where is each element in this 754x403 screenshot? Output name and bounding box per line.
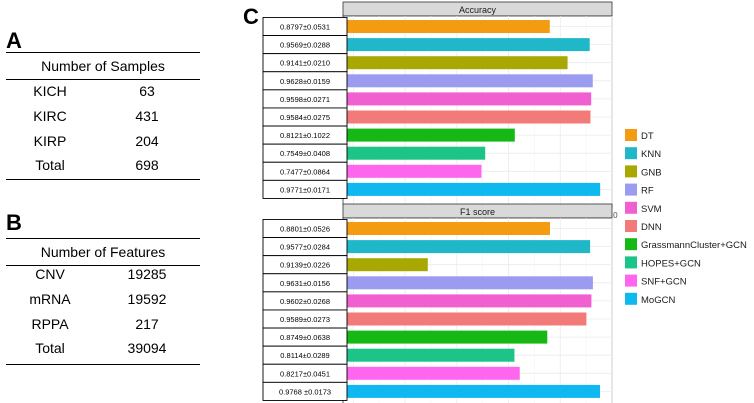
bar-gnb bbox=[343, 258, 428, 272]
value-label: 0.8797±0.0531 bbox=[280, 23, 330, 32]
value-label: 0.8801±0.0526 bbox=[280, 225, 330, 234]
table-header-rule bbox=[6, 265, 200, 266]
panel-label-b: B bbox=[6, 210, 22, 235]
value-label: 0.9598±0.0271 bbox=[280, 95, 330, 104]
panel-label-c: C bbox=[243, 4, 259, 29]
feature-type-label: Total bbox=[35, 340, 65, 356]
feature-count: 19285 bbox=[127, 266, 167, 282]
legend-key bbox=[625, 220, 637, 232]
facet-title: F1 score bbox=[460, 207, 495, 217]
bar-hopes-gcn bbox=[343, 348, 515, 362]
value-label: 0.9602±0.0268 bbox=[280, 297, 330, 306]
legend-label: KNN bbox=[641, 149, 661, 160]
sample-count: 431 bbox=[135, 108, 159, 124]
legend-key bbox=[625, 165, 637, 178]
bar-snf-gcn bbox=[343, 164, 482, 178]
panel-label-a: A bbox=[6, 28, 22, 53]
legend-key bbox=[625, 183, 637, 196]
bar-rf bbox=[343, 74, 593, 88]
value-label: 0.8121±0.1022 bbox=[280, 131, 330, 140]
legend-key bbox=[625, 292, 637, 305]
bar-dnn bbox=[343, 110, 591, 124]
bar-hopes-gcn bbox=[343, 146, 486, 160]
legend-label: RF bbox=[641, 186, 654, 197]
performance-chart: Accuracy 0.8797±0.0531 0.9569±0.0288 0.9141… bbox=[262, 1, 747, 403]
legend-key bbox=[625, 256, 637, 269]
bar-grassmanncluster-gcn bbox=[343, 128, 515, 142]
legend-key bbox=[625, 129, 637, 141]
value-label: 0.9141±0.0210 bbox=[280, 59, 330, 68]
legend-label: SNF+GCN bbox=[641, 277, 687, 288]
value-label: 0.9584±0.0275 bbox=[280, 113, 330, 122]
value-label-box bbox=[262, 179, 348, 199]
value-label: 0.9589±0.0273 bbox=[280, 315, 330, 324]
bar-dnn bbox=[343, 312, 587, 326]
feature-type-label: mRNA bbox=[29, 291, 71, 307]
legend-label: HOPES+GCN bbox=[641, 258, 701, 269]
legend-label: SVM bbox=[641, 204, 662, 215]
value-label: 0.7477±0.0864 bbox=[280, 167, 330, 176]
facet-title: Accuracy bbox=[459, 5, 497, 15]
table-top-rule bbox=[6, 238, 200, 239]
table-bottom-rule bbox=[6, 364, 200, 365]
feature-count: 19592 bbox=[127, 291, 167, 307]
legend-key bbox=[625, 201, 637, 214]
feature-count: 217 bbox=[135, 316, 159, 332]
bar-dt bbox=[343, 222, 550, 235]
legend-key bbox=[625, 147, 637, 160]
legend-label: MoGCN bbox=[641, 295, 675, 306]
table-header-rule bbox=[6, 79, 200, 80]
bar-snf-gcn bbox=[343, 366, 520, 380]
sample-type-label: KIRP bbox=[33, 133, 67, 149]
value-label: 0.9631±0.0156 bbox=[280, 279, 330, 288]
legend-key bbox=[625, 274, 637, 287]
legend-label: DNN bbox=[641, 222, 662, 233]
sample-type-label: Total bbox=[35, 157, 65, 173]
value-label: 0.7549±0.0408 bbox=[280, 149, 330, 158]
feature-type-label: CNV bbox=[35, 266, 65, 282]
sample-count: 698 bbox=[135, 157, 159, 173]
feature-type-label: RPPA bbox=[31, 316, 69, 332]
value-label: 0.9628±0.0159 bbox=[280, 77, 330, 86]
bar-mogcn bbox=[343, 384, 600, 398]
samples-table: Number of Samples KICH 63 KIRC 431 KIRP … bbox=[6, 0, 200, 200]
sample-count: 204 bbox=[135, 133, 159, 149]
features-table-header: Number of Features bbox=[40, 244, 166, 260]
value-label: 0.8114±0.0289 bbox=[280, 351, 329, 360]
bar-grassmanncluster-gcn bbox=[343, 330, 548, 344]
value-label: 0.9569±0.0288 bbox=[280, 41, 330, 50]
legend-label: GNB bbox=[641, 167, 662, 178]
bar-knn bbox=[343, 240, 591, 254]
table-bottom-rule bbox=[6, 179, 200, 180]
bar-mogcn bbox=[343, 182, 601, 196]
bar-rf bbox=[343, 276, 593, 290]
features-table: Number of Features CNV 19285 mRNA 19592 … bbox=[6, 0, 200, 403]
value-label: 0.9768 ±0.0173 bbox=[279, 387, 331, 396]
bar-svm bbox=[343, 294, 592, 308]
sample-count: 63 bbox=[139, 83, 155, 99]
value-label-box bbox=[262, 381, 348, 401]
legend-label: DT bbox=[641, 131, 654, 142]
sample-type-label: KIRC bbox=[33, 108, 67, 124]
value-label: 0.9139±0.0226 bbox=[280, 261, 330, 270]
value-label: 0.9771±0.0171 bbox=[280, 185, 330, 194]
legend-label: GrassmannCluster+GCN bbox=[641, 240, 747, 251]
bar-dt bbox=[343, 20, 550, 33]
sample-type-label: KICH bbox=[33, 83, 67, 99]
bar-svm bbox=[343, 92, 592, 106]
bar-gnb bbox=[343, 56, 568, 70]
value-label: 0.8217±0.0451 bbox=[280, 369, 330, 378]
value-label: 0.8749±0.0638 bbox=[280, 333, 330, 342]
legend-key bbox=[625, 238, 637, 251]
feature-count: 39094 bbox=[127, 340, 167, 356]
value-label: 0.9577±0.0284 bbox=[280, 243, 330, 252]
bar-knn bbox=[343, 38, 590, 52]
table-top-rule bbox=[6, 52, 200, 53]
samples-table-header: Number of Samples bbox=[41, 58, 165, 74]
